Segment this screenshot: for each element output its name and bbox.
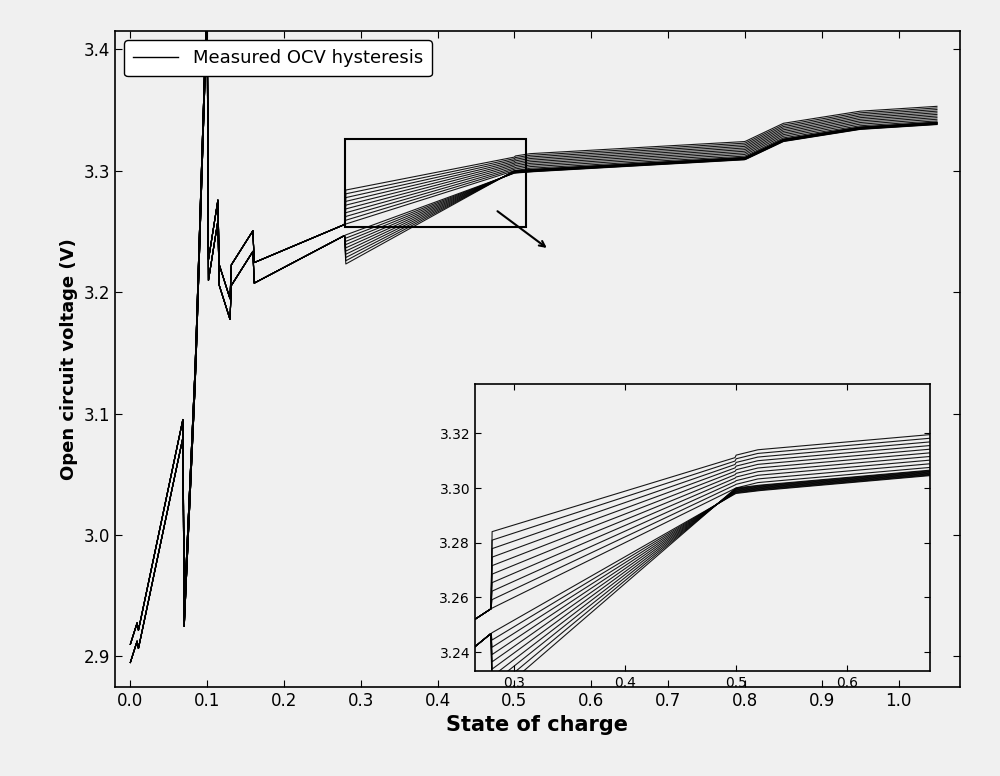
Bar — [345, 139, 526, 227]
Y-axis label: Open circuit voltage (V): Open circuit voltage (V) — [60, 238, 78, 480]
Legend: Measured OCV hysteresis: Measured OCV hysteresis — [124, 40, 432, 76]
X-axis label: State of charge: State of charge — [446, 715, 629, 735]
